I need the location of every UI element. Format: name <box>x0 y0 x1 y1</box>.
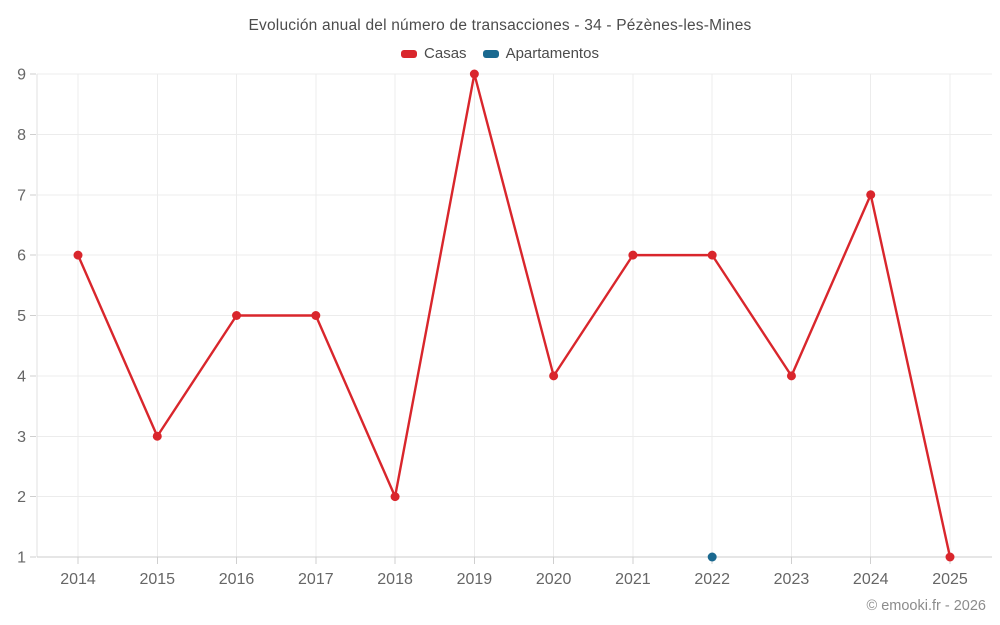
x-tick-label: 2025 <box>932 571 968 588</box>
y-tick-label: 4 <box>17 368 26 385</box>
legend-item-casas[interactable]: Casas <box>401 45 467 62</box>
data-point-casas[interactable] <box>628 250 638 260</box>
data-point-apartamentos[interactable] <box>707 552 717 562</box>
x-tick-label: 2024 <box>853 571 889 588</box>
y-tick-label: 7 <box>17 187 26 204</box>
y-tick-label: 1 <box>17 550 26 567</box>
data-point-casas[interactable] <box>152 431 162 441</box>
legend: Casas Apartamentos <box>0 45 1000 62</box>
copyright: © emooki.fr - 2026 <box>866 598 986 614</box>
x-tick-label: 2021 <box>615 571 651 588</box>
y-tick-label: 5 <box>17 308 26 325</box>
legend-label-apartamentos: Apartamentos <box>505 45 599 62</box>
data-point-casas[interactable] <box>549 371 559 381</box>
data-point-casas[interactable] <box>311 311 321 320</box>
x-tick-label: 2023 <box>774 571 810 588</box>
legend-item-apartamentos[interactable]: Apartamentos <box>482 45 599 62</box>
data-point-casas[interactable] <box>390 492 400 502</box>
x-tick-label: 2022 <box>694 571 730 588</box>
data-point-casas[interactable] <box>945 552 955 562</box>
chart-title: Evolución anual del número de transaccio… <box>248 17 752 34</box>
x-tick-label: 2017 <box>298 571 334 588</box>
x-tick-label: 2018 <box>377 571 413 588</box>
data-point-casas[interactable] <box>73 250 83 260</box>
x-tick-label: 2020 <box>536 571 572 588</box>
y-tick-label: 6 <box>17 248 26 265</box>
x-tick-label: 2016 <box>219 571 255 588</box>
data-point-casas[interactable] <box>707 250 717 260</box>
data-point-casas[interactable] <box>786 371 796 381</box>
casas-swatch-icon <box>401 49 418 58</box>
y-tick-label: 8 <box>17 127 26 144</box>
x-tick-label: 2019 <box>457 571 493 588</box>
data-point-casas[interactable] <box>232 311 242 320</box>
y-tick-label: 3 <box>17 429 26 446</box>
y-tick-label: 9 <box>17 67 26 84</box>
data-point-casas[interactable] <box>866 190 876 200</box>
x-tick-label: 2014 <box>60 571 96 588</box>
data-point-casas[interactable] <box>469 69 479 79</box>
x-tick-label: 2015 <box>139 571 175 588</box>
legend-label-casas: Casas <box>424 45 467 62</box>
y-tick-label: 2 <box>17 489 26 506</box>
series-line-casas <box>76 72 952 559</box>
apartamentos-swatch-icon <box>482 49 499 58</box>
